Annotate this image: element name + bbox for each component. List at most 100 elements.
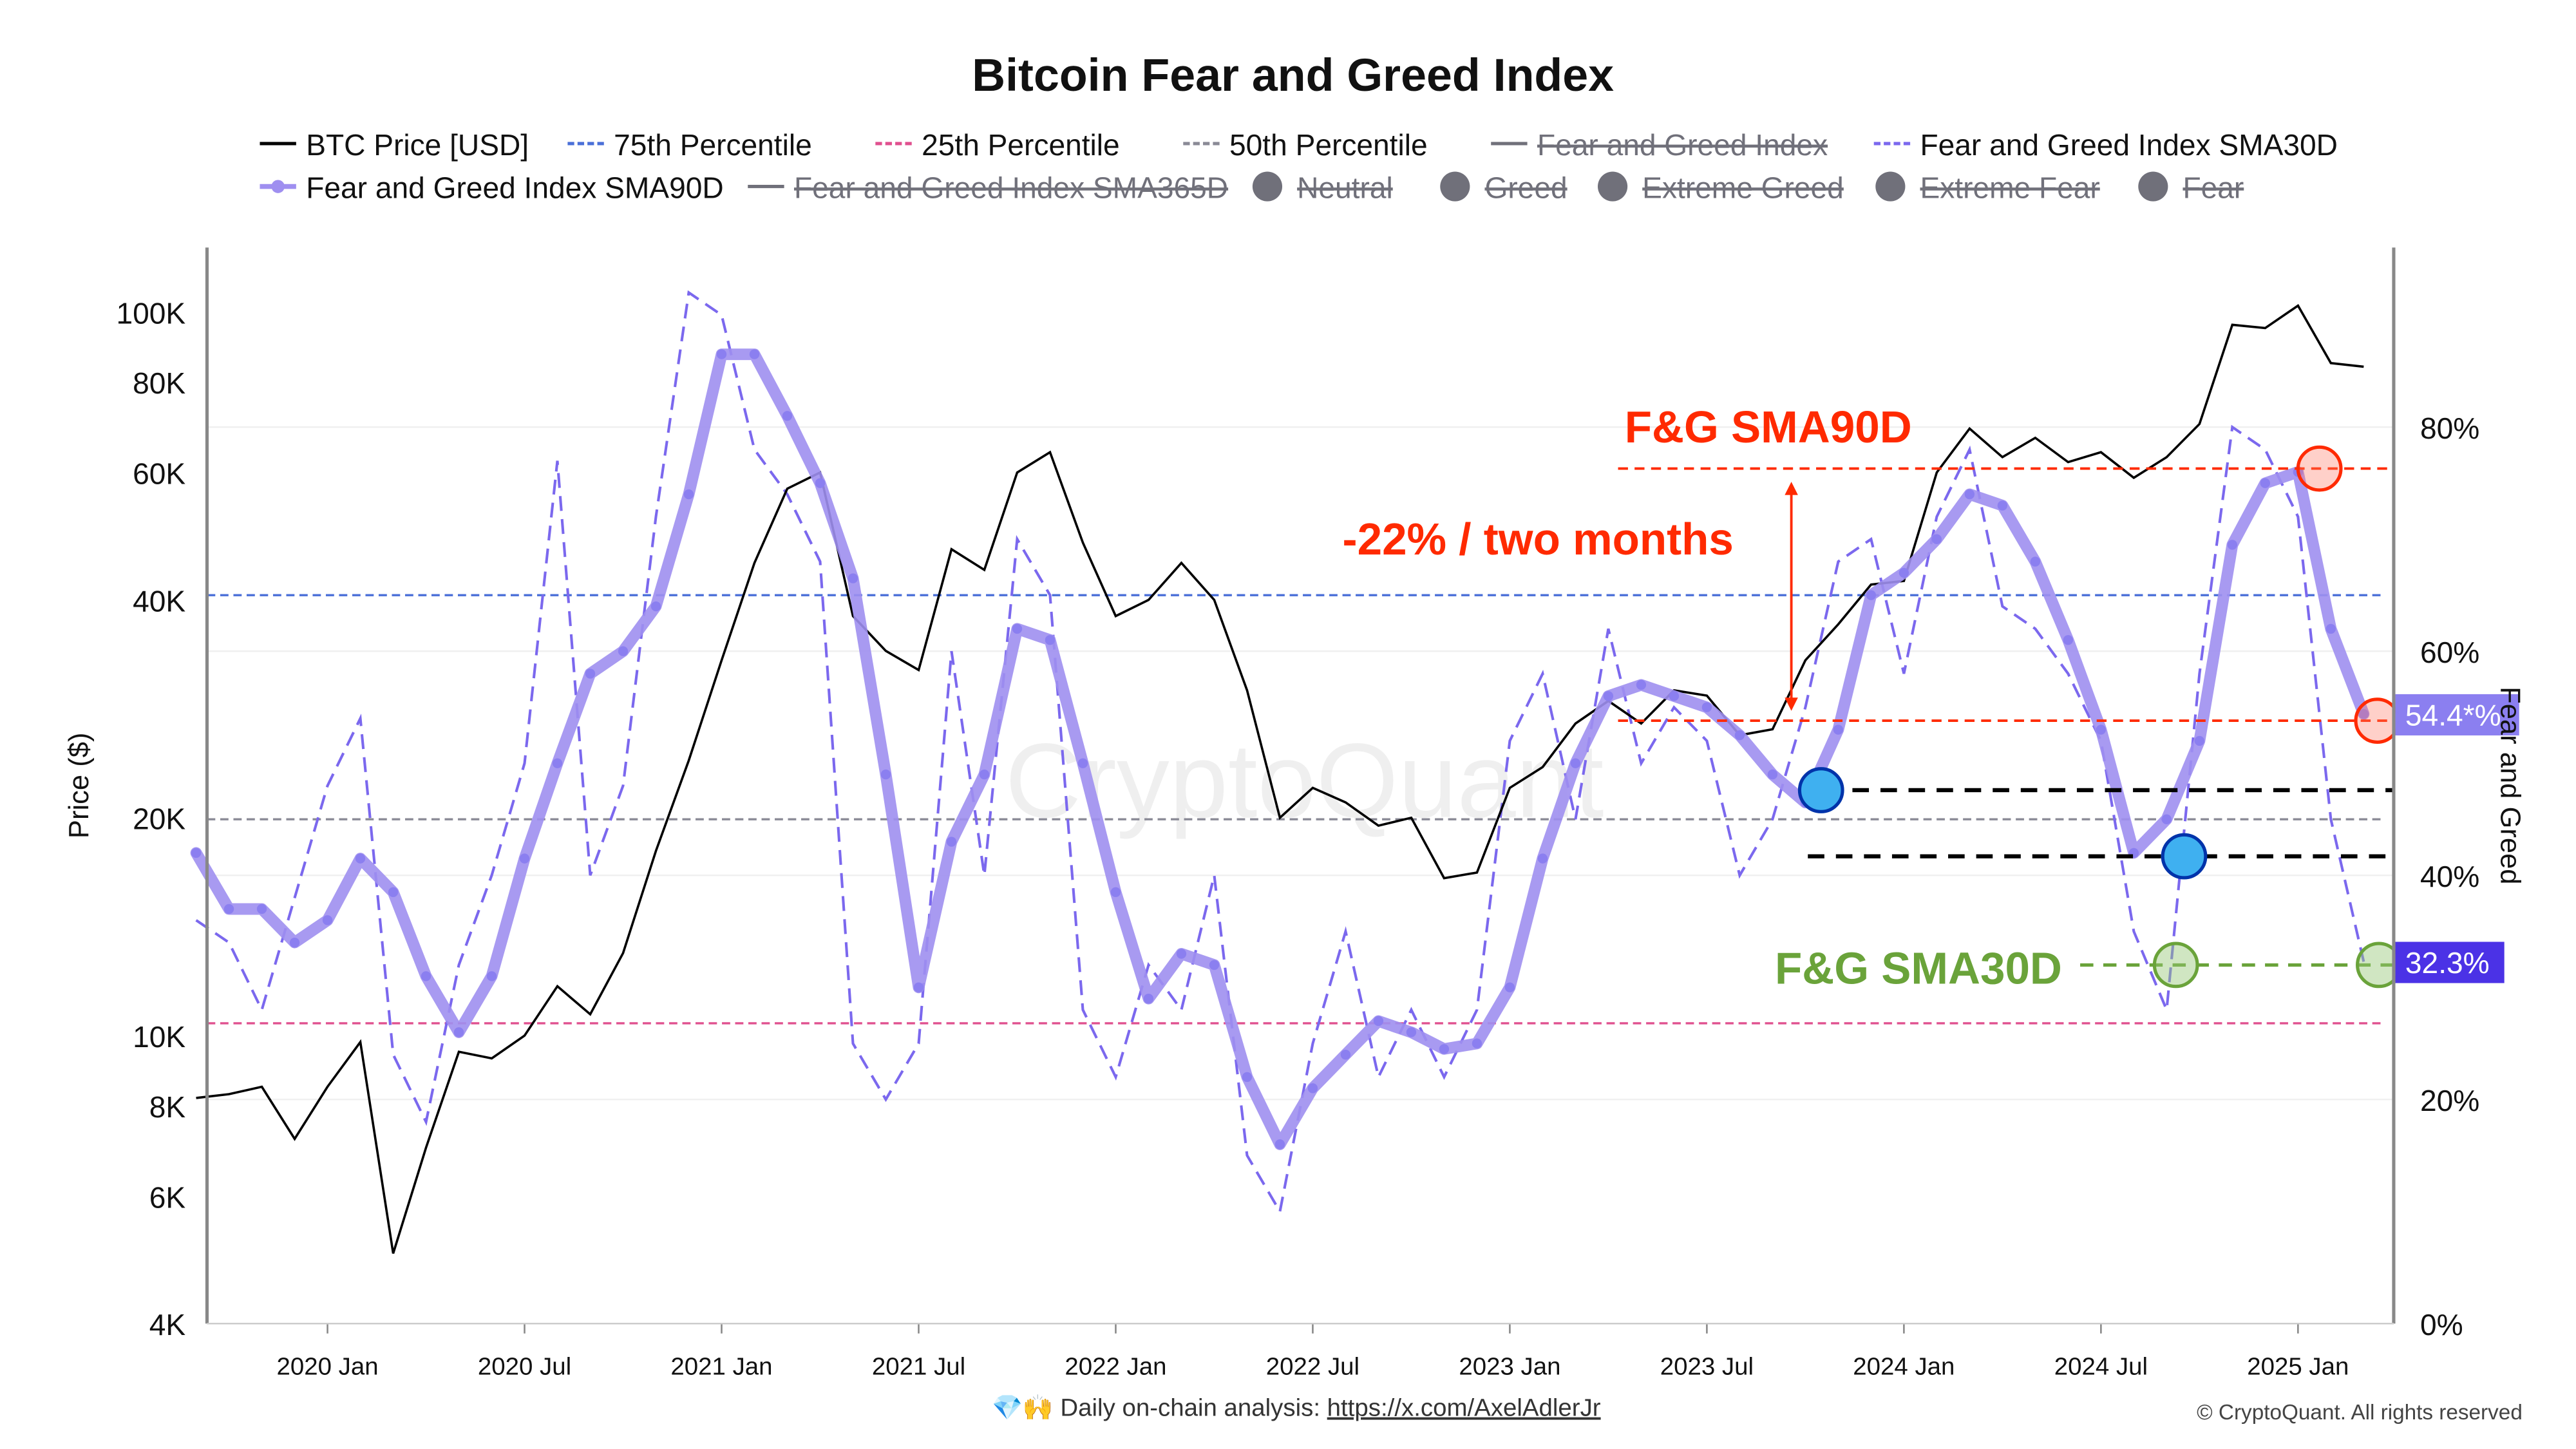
legend-label: BTC Price [USD] [306, 128, 529, 162]
y-left-tick-label: 40K [133, 584, 185, 618]
sma90-point [2096, 724, 2107, 735]
legend-label: Extreme Greed [1642, 171, 1844, 205]
legend-item[interactable]: Greed [1440, 171, 1567, 205]
plot-area: 54.4*% 32.3% [190, 290, 2519, 1254]
y-right-tick-label: 40% [2420, 860, 2479, 893]
arrow-head-down [1785, 697, 1798, 711]
last-value-label: 32.3% [2405, 946, 2490, 980]
legend-circle-icon [1598, 171, 1628, 202]
x-tick-label: 2021 Jul [872, 1353, 965, 1381]
sma90-point [289, 937, 300, 948]
sma90-point [1669, 691, 1680, 701]
legend-dot-icon [271, 180, 285, 193]
sma90-point [2161, 814, 2172, 824]
y-left-tick-label: 4K [149, 1308, 186, 1341]
sma90-point [223, 904, 234, 914]
sma90-point [749, 349, 760, 359]
y-right-tick-label: 0% [2420, 1308, 2463, 1341]
legend-label: Fear and Greed Index SMA90D [306, 171, 723, 205]
sma90-point [1866, 590, 1877, 600]
sma30-line [195, 290, 2365, 1215]
legend-circle-icon [1252, 171, 1283, 202]
sma90-point [421, 971, 431, 981]
axes: 0% 20% 40% 60% 80% 4K 6K 8K 10K 20K 40K 60K 80K 100K 2… [116, 247, 2479, 1381]
y-left-tick-label: 80K [133, 366, 185, 400]
sma90-point [716, 349, 727, 359]
legend-label: Greed [1484, 171, 1567, 205]
sma90-point [1406, 1027, 1417, 1037]
y-left-tick-label: 10K [133, 1020, 185, 1054]
legend-label: Fear and Greed Index SMA30D [1920, 128, 2337, 162]
sma90-point [2063, 635, 2074, 645]
btc-price-line [196, 304, 2364, 1254]
legend-item[interactable]: 50th Percentile [1183, 128, 1428, 162]
y-right-tick-label: 80% [2420, 412, 2479, 445]
grid [207, 426, 2394, 1325]
y-right-tick-label: 20% [2420, 1084, 2479, 1117]
sma90-point [585, 668, 596, 679]
sma90-point [1045, 635, 1056, 645]
legend-item[interactable]: Extreme Greed [1598, 171, 1844, 205]
legend-item[interactable]: Neutral [1252, 171, 1393, 205]
legend-label: Fear and Greed Index [1537, 128, 1828, 162]
legend-item[interactable]: 25th Percentile [875, 128, 1120, 162]
sma90-point [1636, 679, 1647, 690]
legend-item[interactable]: BTC Price [USD] [260, 128, 529, 162]
legend-circle-icon [1440, 171, 1470, 202]
sma90-point [913, 982, 924, 992]
chart-title: Bitcoin Fear and Greed Index [972, 50, 1614, 101]
sma90-point [1570, 758, 1581, 768]
y-axis-right-title: Fear and Greed [2495, 687, 2526, 884]
sma90-point [453, 1027, 464, 1037]
legend-item[interactable]: Fear and Greed Index SMA30D [1873, 128, 2338, 162]
y-right-tick-label: 60% [2420, 636, 2479, 669]
low-marker [1797, 767, 1844, 813]
arrow-head-up [1785, 482, 1798, 495]
legend-item[interactable]: Fear and Greed Index SMA365D [748, 171, 1228, 205]
sma90-point [519, 853, 530, 864]
legend-item[interactable]: Fear and Greed Index SMA90D [260, 171, 724, 205]
legend-item[interactable]: 75th Percentile [567, 128, 812, 162]
legend-label: Extreme Fear [1920, 171, 2099, 205]
sma90-point [1274, 1139, 1285, 1150]
legend-label: Fear and Greed Index SMA365D [794, 171, 1228, 205]
sma30-annotation: F&G SMA30D [1775, 943, 2062, 993]
last-value-badge [2395, 942, 2505, 983]
sma90-point [1242, 1072, 1253, 1083]
sma90-point [486, 971, 497, 981]
sma90-point [1209, 960, 1220, 971]
footer-emoji: 💎🙌 [992, 1394, 1054, 1422]
legend-item[interactable]: Fear and Greed Index [1491, 128, 1828, 162]
sma90-point [552, 758, 563, 768]
peak-marker [2296, 445, 2343, 492]
sma90-point [1537, 853, 1548, 864]
sma90-point [1472, 1038, 1482, 1048]
x-tick-label: 2020 Jul [478, 1353, 571, 1381]
sma90-annotation: F&G SMA90D [1625, 402, 1912, 452]
y-left-tick-label: 100K [116, 296, 185, 330]
legend-item[interactable]: Fear [2138, 171, 2244, 205]
legend-item[interactable]: Extreme Fear [1875, 171, 2100, 205]
legend-label: Fear [2183, 171, 2244, 205]
legend-label: Neutral [1297, 171, 1393, 205]
sma90-point [1012, 623, 1023, 634]
svg-text:💎🙌 Daily on-chain anal: 💎🙌 Daily on-chain analysis: https://x.co… [992, 1394, 1601, 1422]
sma90-point [1110, 887, 1121, 898]
x-tick-label: 2025 Jan [2247, 1353, 2349, 1381]
sma90-point [650, 601, 661, 612]
footer-link[interactable]: https://x.com/AxelAdlerJr [1327, 1394, 1601, 1422]
sma90-point [946, 837, 957, 847]
legend: BTC Price [USD] 75th Percentile 25th Perce… [260, 128, 2338, 205]
sma90-point [880, 769, 891, 780]
sma90-point [1176, 949, 1187, 959]
sma90-point [1734, 730, 1745, 741]
y-axis-left-title: Price ($) [64, 733, 95, 839]
x-tick-label: 2023 Jul [1660, 1353, 1754, 1381]
footer-text: Daily on-chain analysis: [1060, 1394, 1327, 1422]
x-tick-label: 2023 Jan [1459, 1353, 1560, 1381]
sma90-point [2260, 478, 2271, 488]
x-tick-label: 2022 Jan [1065, 1353, 1166, 1381]
sma90-point [355, 853, 366, 864]
sma90-point [322, 915, 333, 925]
